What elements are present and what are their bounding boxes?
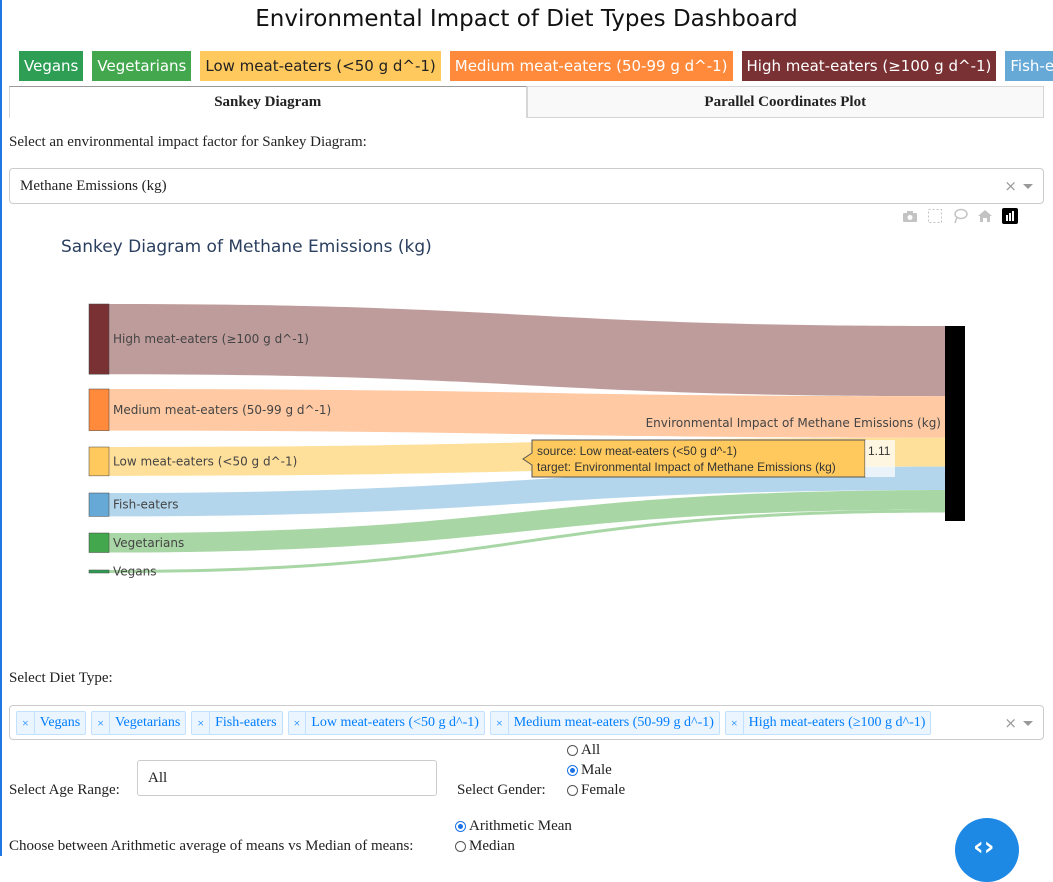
diet-chip[interactable]: × High meat-eaters (≥100 g d^-1) xyxy=(724,711,932,735)
diet-chip[interactable]: × Low meat-eaters (<50 g d^-1) xyxy=(287,711,485,735)
tooltip-source: source: Low meat-eaters (<50 g d^-1) xyxy=(537,444,737,458)
code-icon: ‹› xyxy=(973,832,995,862)
reset-home-icon[interactable] xyxy=(977,208,993,224)
radio-all[interactable] xyxy=(567,745,578,756)
diet-chips: × Vegans × Vegetarians × Fish-eaters × Low meat… xyxy=(16,711,1043,735)
sankey-source-node[interactable] xyxy=(88,303,110,375)
sankey-source-node[interactable] xyxy=(88,532,110,553)
gender-option-male-label: Male xyxy=(581,762,612,778)
avg-option-median[interactable]: Median xyxy=(455,838,515,855)
sankey-node-label: Fish-eaters xyxy=(113,498,179,512)
legend-low-meat-eaters: Low meat-eaters (<50 g d^-1) xyxy=(200,51,441,81)
diet-type-multiselect[interactable]: × Vegans × Vegetarians × Fish-eaters × Low meat… xyxy=(9,705,1044,740)
sankey-node-label: Vegetarians xyxy=(113,536,184,550)
sankey-link[interactable] xyxy=(109,490,945,553)
chip-remove-icon[interactable]: × xyxy=(726,712,744,734)
sankey-source-node[interactable] xyxy=(88,446,110,477)
diet-chip-label: Medium meat-eaters (50-99 g d^-1) xyxy=(513,715,714,730)
factor-dropdown[interactable]: Methane Emissions (kg) × xyxy=(9,168,1044,204)
age-range-label: Select Age Range: xyxy=(9,782,120,798)
chart-title: Sankey Diagram of Methane Emissions (kg) xyxy=(61,237,432,257)
diet-chip[interactable]: × Vegetarians xyxy=(91,711,187,735)
hover-tooltip: source: Low meat-eaters (<50 g d^-1) tar… xyxy=(522,439,895,478)
avg-option-arithmetic-label: Arithmetic Mean xyxy=(469,818,572,834)
clear-icon[interactable]: × xyxy=(1004,177,1017,195)
sankey-chart: High meat-eaters (≥100 g d^-1) Medium mea… xyxy=(88,303,965,579)
chip-remove-icon[interactable]: × xyxy=(289,712,307,734)
chip-remove-icon[interactable]: × xyxy=(192,712,211,734)
gender-label: Select Gender: xyxy=(457,782,546,798)
sankey-node-label: Vegans xyxy=(113,565,157,579)
diet-chip-label: Vegetarians xyxy=(115,715,181,730)
diet-chip-label: High meat-eaters (≥100 g d^-1) xyxy=(748,715,926,730)
dashboard-title: Environmental Impact of Diet Types Dashb… xyxy=(255,6,798,32)
chevron-down-icon[interactable] xyxy=(1023,184,1033,189)
diet-chip[interactable]: × Vegans xyxy=(16,711,87,735)
gender-option-all[interactable]: All xyxy=(567,742,600,759)
sankey-node-label: High meat-eaters (≥100 g d^-1) xyxy=(113,332,309,346)
target-node-label: Environmental Impact of Methane Emission… xyxy=(646,416,941,430)
code-toggle-button[interactable]: ‹› xyxy=(955,818,1019,882)
chip-remove-icon[interactable]: × xyxy=(17,712,35,734)
radio-female[interactable] xyxy=(567,785,578,796)
sankey-source-node[interactable] xyxy=(88,492,110,517)
factor-value: Methane Emissions (kg) xyxy=(20,178,167,194)
age-range-value: All xyxy=(148,770,168,786)
average-method-label: Choose between Arithmetic average of mea… xyxy=(9,838,414,854)
gender-option-female[interactable]: Female xyxy=(567,782,625,799)
target-node[interactable] xyxy=(945,326,965,521)
age-range-input[interactable]: All xyxy=(137,760,437,796)
lasso-select-icon[interactable] xyxy=(952,208,968,224)
diet-chip[interactable]: × Fish-eaters xyxy=(191,711,283,735)
radio-male[interactable] xyxy=(567,765,578,776)
diet-chip-label: Fish-eaters xyxy=(215,715,277,730)
radio-arithmetic[interactable] xyxy=(455,821,466,832)
plot-modebar xyxy=(902,208,1018,224)
sankey-link[interactable] xyxy=(109,509,945,573)
page-left-rule xyxy=(0,0,2,856)
sankey-link[interactable] xyxy=(109,466,945,517)
box-select-icon[interactable] xyxy=(927,208,943,224)
legend-fish-eaters: Fish-eaters xyxy=(1005,51,1053,81)
chip-remove-icon[interactable]: × xyxy=(491,712,509,734)
sankey-link[interactable] xyxy=(109,389,945,438)
chip-remove-icon[interactable]: × xyxy=(92,712,110,734)
legend-high-meat-eaters: High meat-eaters (≥100 g d^-1) xyxy=(741,51,997,81)
gender-option-female-label: Female xyxy=(581,782,626,798)
diet-chip[interactable]: × Medium meat-eaters (50-99 g d^-1) xyxy=(489,711,720,735)
diet-legend: Vegans Vegetarians Low meat-eaters (<50 … xyxy=(19,51,1053,81)
tab-sankey[interactable]: Sankey Diagram xyxy=(9,86,527,118)
legend-medium-meat-eaters: Medium meat-eaters (50-99 g d^-1) xyxy=(449,51,733,81)
sankey-source-node[interactable] xyxy=(88,388,110,431)
factor-label: Select an environmental impact factor fo… xyxy=(9,134,367,150)
tab-parallel-coordinates[interactable]: Parallel Coordinates Plot xyxy=(526,86,1044,118)
legend-vegans: Vegans xyxy=(19,51,84,81)
sankey-node-label: Low meat-eaters (<50 g d^-1) xyxy=(113,454,297,468)
view-tabs: Sankey Diagram Parallel Coordinates Plot xyxy=(9,86,1044,118)
camera-icon[interactable] xyxy=(902,208,918,224)
plotly-logo-icon[interactable] xyxy=(1002,208,1018,224)
avg-option-arithmetic[interactable]: Arithmetic Mean xyxy=(455,818,572,835)
legend-vegetarians: Vegetarians xyxy=(92,51,192,81)
diet-type-label: Select Diet Type: xyxy=(9,670,113,686)
diet-chip-label: Low meat-eaters (<50 g d^-1) xyxy=(311,715,479,730)
gender-option-male[interactable]: Male xyxy=(567,762,612,779)
chevron-down-icon[interactable] xyxy=(1023,720,1033,726)
tooltip-target: target: Environmental Impact of Methane … xyxy=(537,460,836,474)
sankey-node-label: Medium meat-eaters (50-99 g d^-1) xyxy=(113,403,331,417)
sankey-link[interactable] xyxy=(109,304,945,397)
sankey-source-node[interactable] xyxy=(88,569,110,574)
gender-option-all-label: All xyxy=(581,742,601,758)
clear-all-icon[interactable]: × xyxy=(1004,713,1017,732)
tooltip-value: 1.11 xyxy=(868,444,891,458)
diet-chip-label: Vegans xyxy=(39,715,81,730)
radio-median[interactable] xyxy=(455,841,466,852)
avg-option-median-label: Median xyxy=(469,838,515,854)
